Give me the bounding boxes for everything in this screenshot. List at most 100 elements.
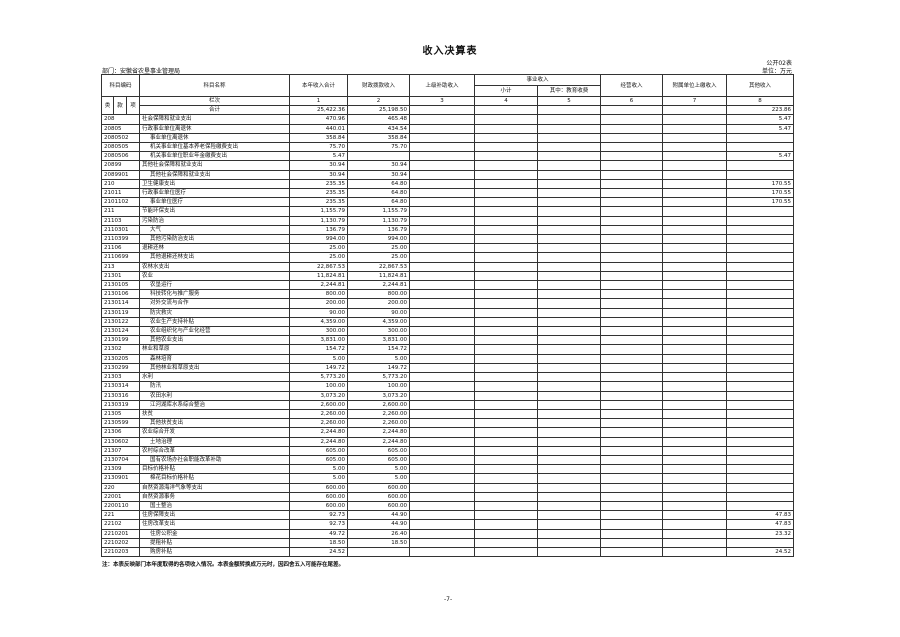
row-value — [537, 344, 602, 355]
row-code: 2110399 — [100, 234, 141, 245]
row-code: 2200110 — [100, 500, 141, 512]
row-value — [474, 151, 539, 162]
row-value — [600, 289, 664, 300]
table-row: 2200110 国土整治 600.00 600.00 — [100, 500, 795, 512]
row-value: 235.35 — [289, 197, 349, 208]
row-value: 358.84 — [347, 132, 411, 144]
row-value: 235.35 — [289, 178, 349, 190]
row-value: 600.00 — [289, 500, 349, 512]
row-value — [726, 500, 795, 512]
row-value — [409, 326, 476, 337]
header-kuan: 款 — [113, 95, 127, 116]
row-value — [474, 307, 539, 318]
row-value: 23.32 — [726, 528, 795, 539]
table-row: 2110301 大气 136.79 136.79 — [100, 224, 795, 236]
row-value: 440.01 — [289, 123, 349, 134]
row-value — [600, 546, 664, 558]
row-value: 5,773.20 — [347, 372, 411, 383]
row-value: 136.79 — [347, 224, 411, 236]
row-name: 防汛 — [139, 381, 291, 392]
row-value — [537, 510, 602, 521]
row-value — [409, 298, 476, 309]
row-code: 21307 — [100, 445, 141, 456]
row-value: 44.90 — [347, 519, 411, 530]
row-code: 2130119 — [100, 307, 141, 318]
row-value — [474, 546, 539, 558]
row-code: 21306 — [100, 427, 141, 438]
table-row: 2130901 棉花目标价格补贴 5.00 5.00 — [100, 473, 795, 484]
row-value — [726, 132, 795, 144]
row-value — [662, 316, 728, 328]
row-name: 农村综合改革 — [139, 445, 291, 456]
row-value: 64.80 — [347, 178, 411, 190]
row-value — [662, 464, 728, 475]
row-value — [409, 500, 476, 512]
row-value — [537, 454, 602, 466]
row-value — [662, 197, 728, 208]
row-value — [409, 381, 476, 392]
row-value — [600, 381, 664, 392]
row-value: 5.00 — [347, 464, 411, 475]
row-value: 2,260.00 — [347, 408, 411, 420]
row-value: 24.52 — [726, 546, 795, 558]
row-value — [726, 408, 795, 420]
row-value: 4,359.00 — [347, 316, 411, 328]
row-value: 44.90 — [347, 510, 411, 521]
row-value — [662, 473, 728, 484]
row-value: 200.00 — [347, 298, 411, 309]
row-name: 农垦运行 — [139, 280, 291, 291]
row-value — [662, 298, 728, 309]
row-value: 300.00 — [289, 326, 349, 337]
row-value: 90.00 — [347, 307, 411, 318]
row-value — [600, 445, 664, 456]
header-lei: 类 — [101, 95, 114, 116]
row-value: 2,260.00 — [347, 418, 411, 429]
row-value — [409, 280, 476, 291]
row-name: 自然资源海洋气象等支出 — [139, 482, 291, 493]
row-name: 节能环保支出 — [139, 206, 291, 217]
row-value — [600, 491, 664, 502]
row-value: 2,244.80 — [289, 436, 349, 447]
row-value — [537, 390, 602, 401]
row-value — [474, 399, 539, 410]
row-code: 2130124 — [100, 326, 141, 337]
row-value: 600.00 — [347, 491, 411, 502]
row-value — [537, 427, 602, 438]
row-value — [537, 151, 602, 162]
row-code: 211 — [100, 206, 141, 217]
table-row: 21306 农业综合开发 2,244.80 2,244.80 — [100, 427, 795, 438]
table-row: 2089901 其他社会保障和就业支出 30.94 30.94 — [100, 169, 795, 180]
total-value: 25,198.50 — [347, 105, 411, 116]
row-value — [537, 142, 602, 153]
row-value: 47.83 — [726, 510, 795, 521]
row-value — [409, 427, 476, 438]
row-value: 994.00 — [347, 234, 411, 245]
row-code: 2130199 — [100, 335, 141, 346]
row-value — [409, 206, 476, 217]
row-value — [409, 408, 476, 420]
row-value — [662, 142, 728, 153]
row-name: 其他扶贫支出 — [139, 418, 291, 429]
row-value — [600, 243, 664, 254]
row-value — [409, 445, 476, 456]
table-row: 21302 林业和草原 154.72 154.72 — [100, 344, 795, 355]
row-value — [474, 316, 539, 328]
row-value — [409, 151, 476, 162]
header-c3: 上级补助收入 — [409, 74, 476, 97]
row-value — [600, 142, 664, 153]
row-code: 21302 — [100, 344, 141, 355]
row-value — [409, 188, 476, 199]
row-value — [662, 215, 728, 226]
row-value — [537, 252, 602, 263]
row-name: 森林培育 — [139, 353, 291, 364]
row-value — [537, 178, 602, 190]
row-value — [537, 307, 602, 318]
row-value — [409, 482, 476, 493]
row-value — [600, 280, 664, 291]
column-number: 5 — [537, 95, 602, 107]
row-name: 住房公积金 — [139, 528, 291, 539]
header-c5: 其中：教育收费 — [537, 85, 602, 97]
row-value: 4,359.00 — [289, 316, 349, 328]
row-name: 其他污染防治支出 — [139, 234, 291, 245]
table-row: 21106 退耕还林 25.00 25.00 — [100, 243, 795, 254]
